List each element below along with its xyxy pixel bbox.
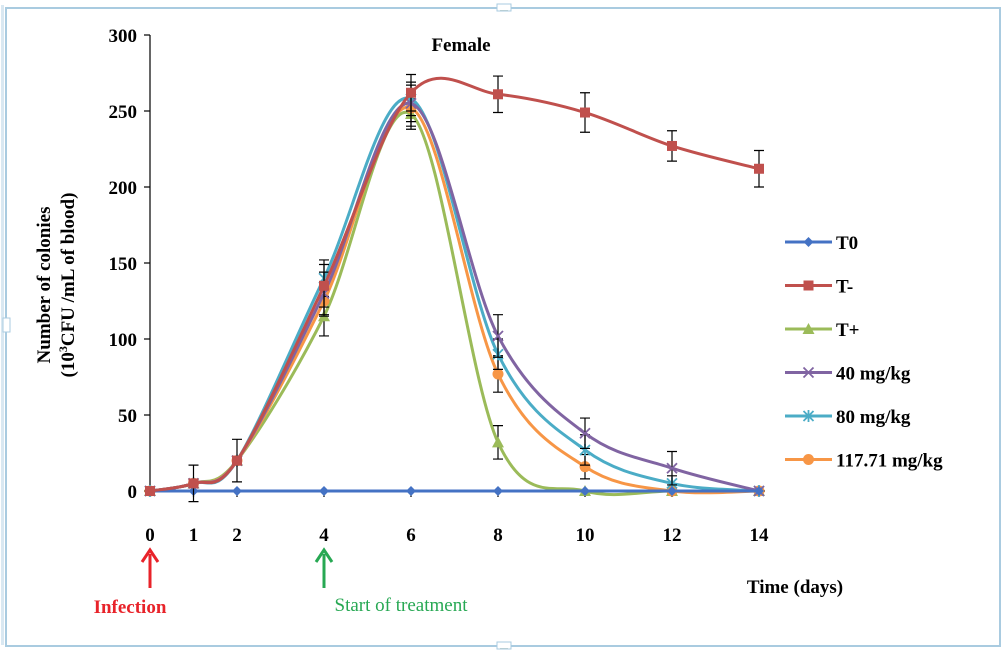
y-tick-label: 150 bbox=[109, 254, 138, 275]
y-ticks: 0 50 100 150 200 250 300 bbox=[109, 26, 150, 503]
data-point bbox=[406, 87, 416, 98]
x-axis-label: Time (days) bbox=[747, 577, 843, 598]
data-point bbox=[232, 486, 242, 496]
legend: T0 T- T+ 40 mg/kg 80 mg/kg 117.71 mg/kg bbox=[785, 233, 943, 472]
x-tick-label: 10 bbox=[576, 525, 595, 546]
x-tick-label: 1 bbox=[189, 525, 199, 546]
legend-marker bbox=[802, 410, 815, 422]
y-tick-label: 200 bbox=[109, 178, 138, 199]
data-point bbox=[492, 330, 504, 342]
legend-label: 117.71 mg/kg bbox=[836, 451, 943, 472]
series-layer bbox=[144, 73, 765, 503]
infection-label: Infection bbox=[94, 597, 167, 618]
svg-text:....: .... bbox=[500, 4, 508, 13]
y-tick-label: 50 bbox=[118, 406, 137, 427]
legend-item: T0 bbox=[785, 233, 858, 254]
y-tick-label: 250 bbox=[109, 102, 138, 123]
legend-marker bbox=[803, 237, 814, 247]
data-point bbox=[188, 478, 199, 489]
data-point bbox=[580, 486, 590, 496]
data-point bbox=[754, 163, 764, 174]
x-tick-label: 8 bbox=[493, 525, 503, 546]
y-axis-label: Number of colonies (103CFU /mL of blood) bbox=[34, 193, 79, 378]
y-tick-label: 100 bbox=[109, 330, 138, 351]
data-point bbox=[492, 436, 504, 448]
data-point bbox=[319, 486, 329, 496]
legend-label: T- bbox=[836, 277, 853, 298]
legend-label: 40 mg/kg bbox=[836, 364, 911, 385]
data-point bbox=[232, 455, 242, 466]
x-tick-label: 12 bbox=[663, 525, 682, 546]
svg-text:....: .... bbox=[500, 642, 508, 651]
x-tick-label: 0 bbox=[145, 525, 155, 546]
y-tick-label: 0 bbox=[128, 482, 138, 503]
data-point bbox=[492, 368, 504, 380]
infection-arrow-head bbox=[140, 547, 160, 563]
chart-border bbox=[5, 7, 1001, 647]
x-tick-label: 2 bbox=[232, 525, 242, 546]
data-point bbox=[667, 140, 677, 151]
x-tick-label: 14 bbox=[750, 525, 770, 546]
data-point bbox=[667, 486, 677, 496]
data-point bbox=[579, 461, 591, 473]
data-point bbox=[406, 486, 416, 496]
data-point bbox=[580, 107, 590, 118]
legend-item: 40 mg/kg bbox=[785, 364, 911, 385]
series-t- bbox=[145, 73, 764, 503]
data-point bbox=[145, 486, 155, 496]
legend-marker bbox=[802, 323, 815, 334]
data-point bbox=[579, 427, 591, 439]
legend-marker bbox=[803, 280, 814, 291]
data-point bbox=[754, 486, 764, 496]
y-axis-label-line2: (103CFU /mL of blood) bbox=[56, 193, 79, 378]
treatment-arrow-head bbox=[314, 547, 334, 563]
infection-annotation: Infection bbox=[94, 547, 167, 618]
legend-item: T+ bbox=[785, 320, 860, 341]
data-point bbox=[493, 89, 503, 100]
data-point bbox=[493, 486, 503, 496]
legend-item: 80 mg/kg bbox=[785, 407, 911, 428]
chart-title: Female bbox=[431, 35, 490, 56]
y-axis-label-line1: Number of colonies bbox=[34, 207, 55, 364]
legend-marker bbox=[802, 366, 815, 379]
legend-item: 117.71 mg/kg bbox=[785, 451, 943, 472]
resize-handle-top[interactable]: .... bbox=[496, 3, 512, 13]
x-tick-label: 4 bbox=[319, 525, 329, 546]
treatment-annotation: Start of treatment bbox=[314, 547, 469, 616]
resize-handle-bottom[interactable]: .... bbox=[496, 641, 512, 651]
treatment-label: Start of treatment bbox=[335, 595, 469, 616]
legend-label: T0 bbox=[836, 233, 858, 254]
data-point bbox=[319, 280, 329, 291]
legend-label: T+ bbox=[836, 320, 860, 341]
x-tick-label: 6 bbox=[406, 525, 416, 546]
data-point bbox=[666, 462, 678, 474]
series-line bbox=[149, 76, 760, 493]
legend-marker bbox=[803, 454, 814, 465]
legend-label: 80 mg/kg bbox=[836, 407, 911, 428]
y-tick-label: 300 bbox=[109, 26, 138, 47]
legend-item: T- bbox=[785, 277, 853, 298]
resize-handle-left[interactable] bbox=[2, 317, 11, 333]
